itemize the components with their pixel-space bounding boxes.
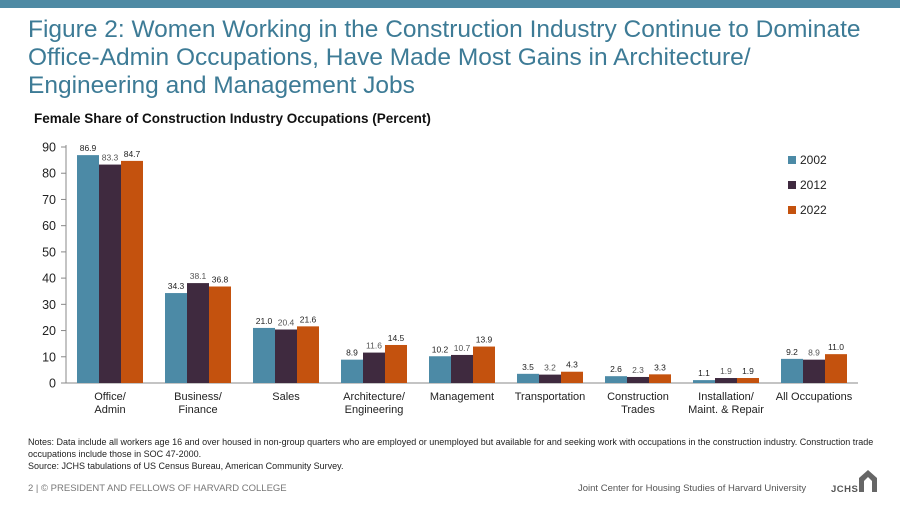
bar-2002 (517, 373, 539, 383)
x-tick-label: Trades (621, 404, 655, 416)
data-label-2002: 9.2 (786, 347, 798, 357)
bar-2002 (77, 155, 99, 383)
data-label-2022: 14.5 (388, 333, 405, 343)
data-label-2002: 10.2 (432, 344, 449, 354)
bar-2012 (627, 376, 649, 383)
bar-2012 (803, 359, 825, 383)
legend-label-2022: 2022 (800, 203, 827, 217)
x-tick-label: Maint. & Repair (688, 404, 764, 416)
data-label-2012: 83.3 (102, 153, 119, 163)
bar-2022 (825, 354, 847, 383)
data-label-2012: 38.1 (190, 271, 207, 281)
y-tick-label: 80 (42, 167, 56, 181)
legend-label-2002: 2002 (800, 153, 827, 167)
y-tick-label: 30 (42, 298, 56, 312)
jchs-logo-text: JCHS (831, 484, 859, 495)
bar-2022 (121, 160, 143, 383)
y-tick-label: 40 (42, 272, 56, 286)
top-accent-bar (0, 0, 900, 8)
bar-2012 (275, 329, 297, 383)
chart-title: Female Share of Construction Industry Oc… (34, 111, 431, 126)
x-tick-label: Business/ (174, 391, 223, 403)
data-label-2012: 10.7 (454, 343, 471, 353)
y-tick-label: 0 (49, 377, 56, 391)
bar-2022 (737, 378, 759, 383)
bar-2002 (429, 356, 451, 383)
chart-notes: Notes: Data include all workers age 16 a… (28, 436, 878, 472)
data-label-2012: 1.9 (720, 366, 732, 376)
footer-organization: Joint Center for Housing Studies of Harv… (578, 483, 807, 494)
bar-2022 (561, 371, 583, 383)
y-tick-label: 50 (42, 245, 56, 259)
data-label-2022: 84.7 (124, 149, 141, 159)
x-tick-label: Admin (94, 404, 125, 416)
bar-2012 (539, 374, 561, 383)
bar-chart: 0 10 20 30 40 50 60 70 80 90 86.9 83.3 84.7 Office/Ad… (42, 141, 858, 416)
data-label-2022: 1.9 (742, 366, 754, 376)
data-label-2012: 8.9 (808, 348, 820, 358)
data-label-2022: 4.3 (566, 360, 578, 370)
x-tick-label: Engineering (345, 404, 404, 416)
notes-text: Notes: Data include all workers age 16 a… (28, 437, 874, 459)
y-tick-label: 20 (42, 324, 56, 338)
x-tick-label: Office/ (94, 391, 127, 403)
data-label-2012: 20.4 (278, 318, 295, 328)
data-label-2012: 11.6 (366, 341, 382, 351)
x-tick-label: Installation/ (698, 391, 755, 403)
bar-2002 (253, 327, 275, 383)
data-label-2012: 3.2 (544, 363, 556, 373)
bar-2012 (451, 354, 473, 383)
bar-2012 (363, 352, 385, 383)
data-label-2002: 34.3 (168, 281, 185, 291)
legend-label-2012: 2012 (800, 178, 827, 192)
x-tick-label: Architecture/ (343, 391, 406, 403)
x-tick-label: Transportation (515, 391, 586, 403)
bar-2022 (209, 286, 231, 383)
data-label-2022: 13.9 (476, 335, 493, 345)
data-label-2022: 3.3 (654, 362, 666, 372)
bar-2012 (99, 164, 121, 383)
legend-swatch-2022 (788, 206, 796, 214)
bar-2002 (781, 358, 803, 383)
data-label-2002: 8.9 (346, 348, 358, 358)
jchs-logo-icon (859, 470, 877, 492)
bar-2022 (473, 346, 495, 383)
source-text: Source: JCHS tabulations of US Census Bu… (28, 461, 344, 471)
x-tick-label: Management (430, 391, 494, 403)
bar-2022 (297, 326, 319, 383)
x-tick-label: Finance (178, 404, 217, 416)
legend-swatch-2002 (788, 156, 796, 164)
bar-2002 (693, 380, 715, 383)
data-label-2002: 21.0 (256, 316, 273, 326)
bar-2022 (385, 344, 407, 383)
x-tick-label: Construction (607, 391, 669, 403)
bar-2012 (715, 378, 737, 383)
y-tick-label: 90 (42, 141, 56, 155)
page-title: Figure 2: Women Working in the Construct… (28, 16, 861, 99)
y-tick-label: 10 (42, 350, 56, 364)
bar-2022 (649, 374, 671, 383)
data-label-2002: 1.1 (698, 368, 710, 378)
data-label-2022: 36.8 (212, 275, 229, 285)
x-tick-label: All Occupations (776, 391, 853, 403)
data-label-2012: 2.3 (632, 365, 644, 375)
bar-2002 (165, 293, 187, 383)
data-label-2002: 2.6 (610, 364, 622, 374)
x-tick-label: Sales (272, 391, 300, 403)
bar-2012 (187, 283, 209, 383)
data-label-2002: 86.9 (80, 143, 97, 153)
legend-swatch-2012 (788, 181, 796, 189)
bar-2002 (605, 376, 627, 383)
footer-copyright: 2 | © PRESIDENT AND FELLOWS OF HARVARD C… (28, 483, 287, 494)
bar-2002 (341, 359, 363, 383)
y-tick-label: 60 (42, 219, 56, 233)
data-label-2002: 3.5 (522, 362, 534, 372)
y-tick-label: 70 (42, 193, 56, 207)
data-label-2022: 21.6 (300, 314, 317, 324)
data-label-2022: 11.0 (828, 342, 844, 352)
